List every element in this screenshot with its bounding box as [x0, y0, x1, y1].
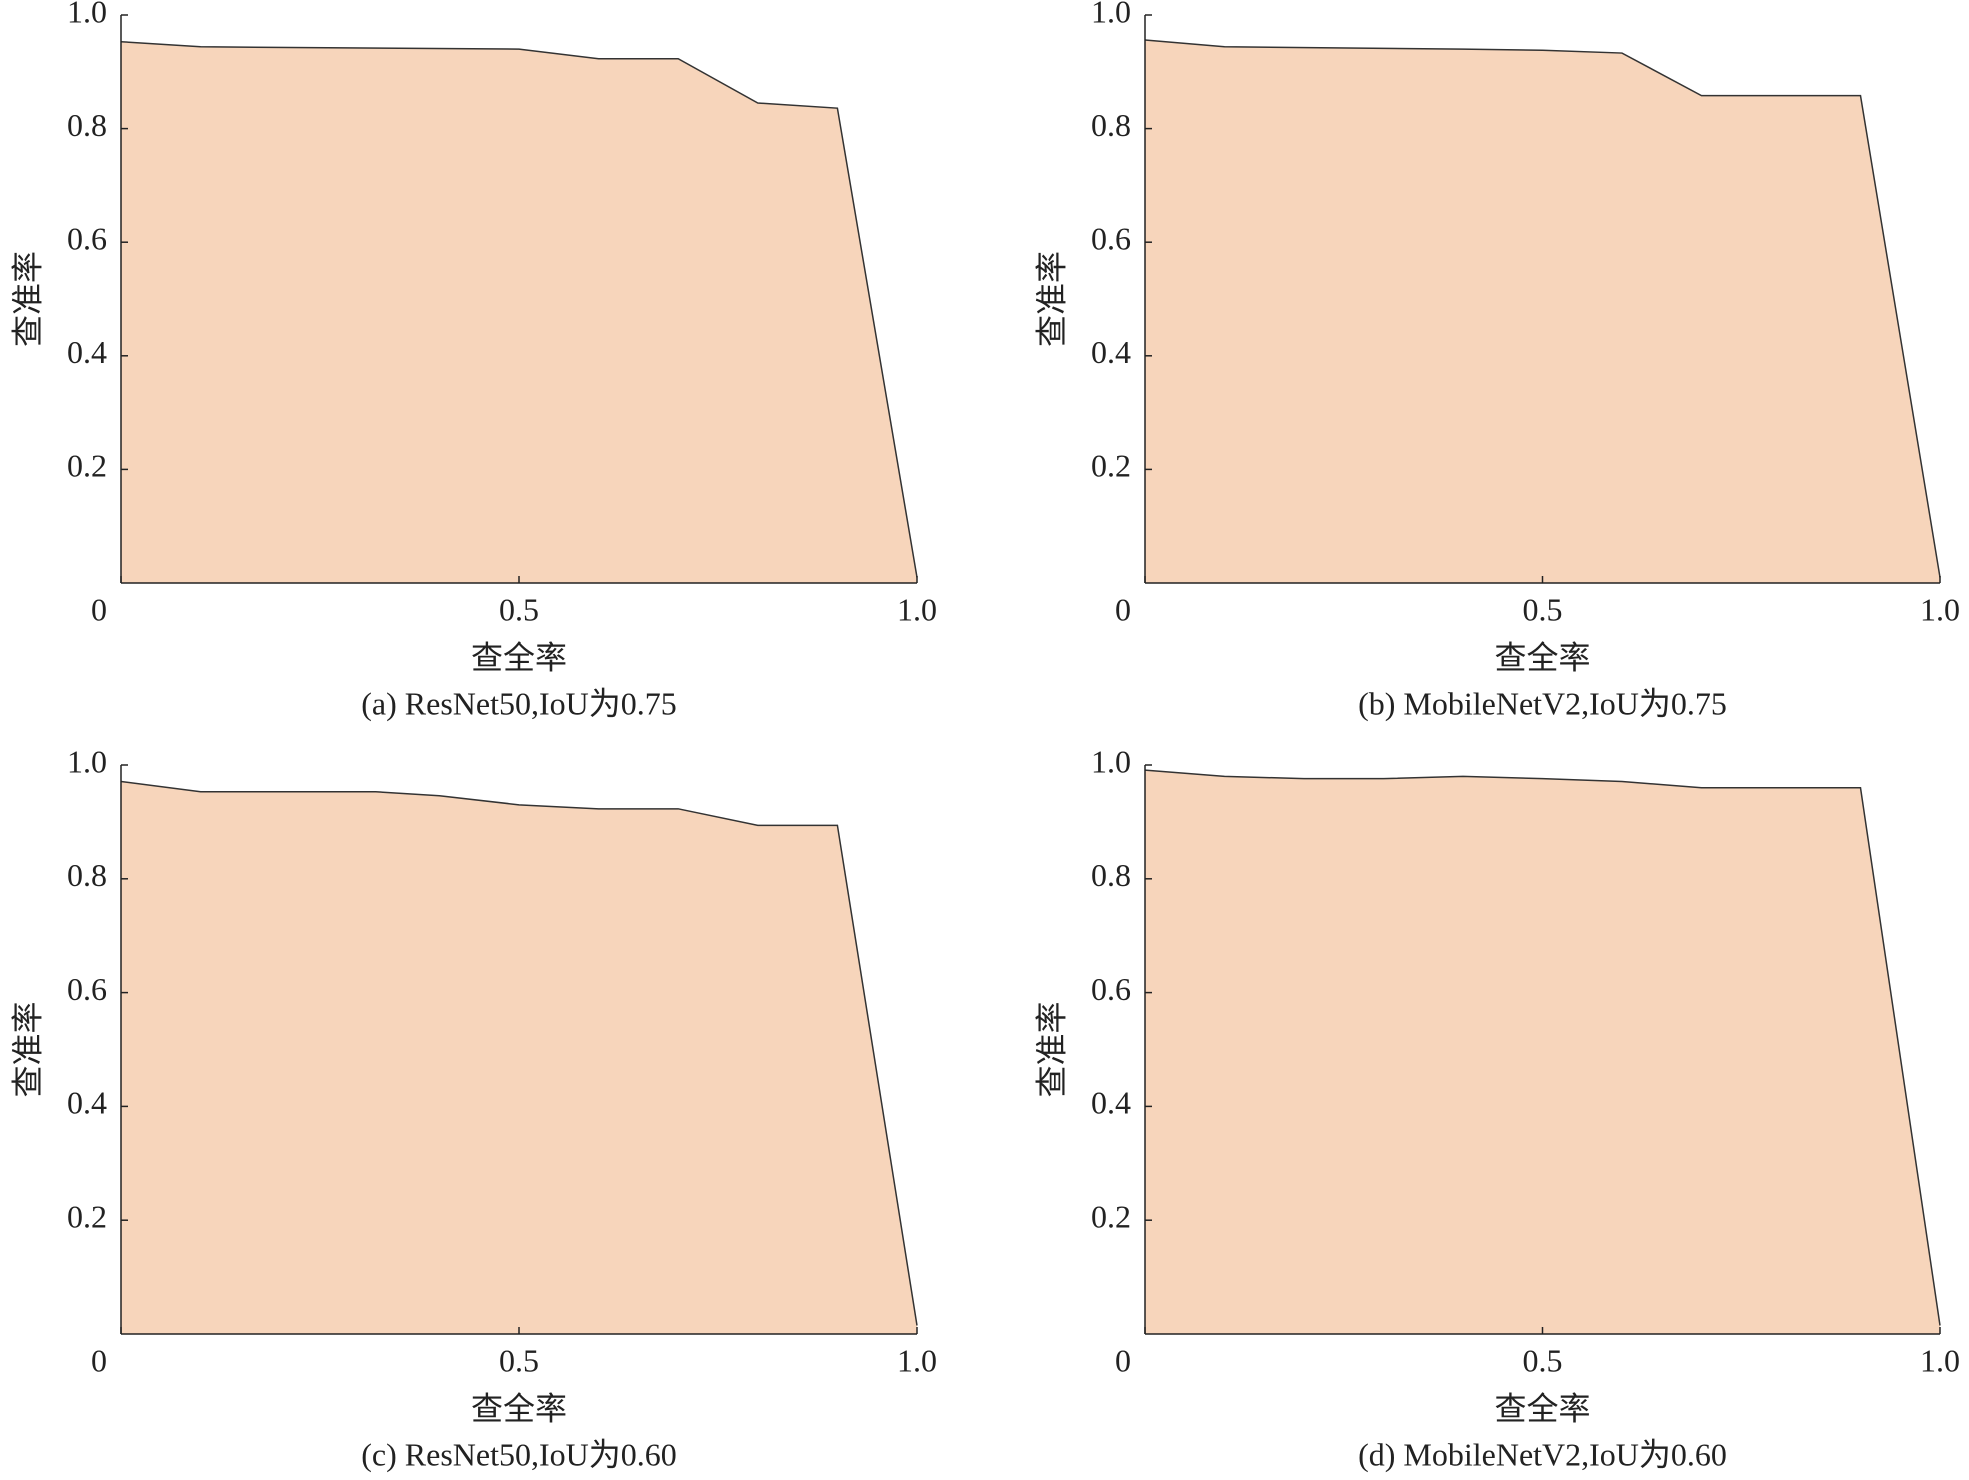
y-axis-label: 查准率 [9, 1001, 45, 1097]
x-tick-label: 0 [1115, 1342, 1131, 1378]
area-fill [1145, 770, 1940, 1334]
x-tick-label: 0.5 [1523, 1342, 1563, 1378]
y-tick-label: 0.8 [1091, 107, 1131, 143]
y-axis-label: 查准率 [1033, 1001, 1069, 1097]
x-axis-label: 查全率 [471, 1390, 567, 1426]
y-axis-label: 查准率 [1033, 251, 1069, 347]
area-line [1144, 39, 1941, 578]
x-axis-label: 查全率 [1494, 639, 1590, 675]
y-tick-label: 0.8 [1091, 857, 1131, 893]
y-tick-label: 0.4 [1091, 1085, 1131, 1121]
y-tick-label: 0.6 [67, 221, 107, 257]
caption: (a) ResNet50,IoU为0.75 [361, 685, 677, 721]
y-tick-label: 0.4 [67, 1085, 107, 1121]
x-tick-label: 1.0 [1920, 591, 1960, 627]
caption: (c) ResNet50,IoU为0.60 [361, 1436, 677, 1472]
x-tick-label: 0 [91, 591, 107, 627]
y-tick-label: 1.0 [1091, 0, 1131, 29]
y-tick-label: 0.2 [1091, 1199, 1131, 1235]
y-tick-label: 1.0 [67, 743, 107, 779]
x-axis-label: 查全率 [471, 639, 567, 675]
y-tick-label: 0.2 [67, 448, 107, 484]
y-tick-label: 0.6 [1091, 221, 1131, 257]
y-tick-label: 0.6 [67, 971, 107, 1007]
y-tick-label: 0.4 [67, 334, 107, 370]
x-tick-label: 0.5 [499, 1342, 539, 1378]
y-tick-label: 0.2 [67, 1199, 107, 1235]
x-tick-label: 0.5 [1523, 591, 1563, 627]
area-fill [121, 41, 917, 584]
area-line [120, 40, 918, 578]
y-tick-label: 0.6 [1091, 971, 1131, 1007]
y-tick-label: 1.0 [67, 0, 107, 29]
y-tick-label: 0.8 [67, 857, 107, 893]
y-tick-label: 0.2 [1091, 448, 1131, 484]
area-fill [1145, 39, 1940, 583]
x-tick-label: 1.0 [1920, 1342, 1960, 1378]
y-tick-label: 0.8 [67, 107, 107, 143]
x-axis-label: 查全率 [1494, 1390, 1590, 1426]
x-tick-label: 1.0 [897, 1342, 937, 1378]
area-line [120, 780, 918, 1326]
area-line [1144, 769, 1941, 1326]
caption: (d) MobileNetV2,IoU为0.60 [1358, 1436, 1727, 1472]
area-fill [121, 781, 917, 1334]
x-tick-label: 1.0 [897, 591, 937, 627]
y-tick-label: 1.0 [1091, 743, 1131, 779]
y-tick-label: 0.4 [1091, 334, 1131, 370]
x-tick-label: 0 [1115, 591, 1131, 627]
x-tick-label: 0 [91, 1342, 107, 1378]
caption: (b) MobileNetV2,IoU为0.75 [1358, 685, 1727, 721]
y-axis-label: 查准率 [9, 251, 45, 347]
x-tick-label: 0.5 [499, 591, 539, 627]
